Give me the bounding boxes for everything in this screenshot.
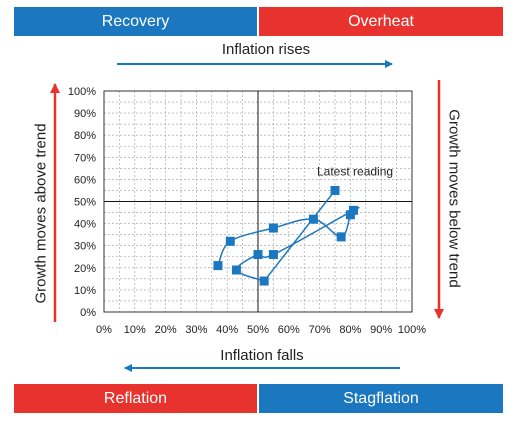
- latest-connector-line: [263, 189, 336, 282]
- data-point: [268, 223, 278, 233]
- x-tick-label: 10%: [124, 324, 146, 336]
- x-tick-label: 40%: [216, 324, 238, 336]
- x-tick-label: 30%: [185, 324, 207, 336]
- y-tick-label: 70%: [74, 152, 96, 164]
- y-tick-label: 40%: [74, 219, 96, 231]
- band-recovery-label: Recovery: [101, 12, 170, 30]
- x-tick-label: 70%: [309, 324, 331, 336]
- band-recovery: Recovery: [14, 7, 257, 36]
- y-tick-label: 80%: [74, 130, 96, 142]
- latest-reading-point: [330, 185, 340, 195]
- x-tick-label: 20%: [155, 324, 177, 336]
- y-tick-label: 10%: [74, 285, 96, 297]
- data-point: [259, 276, 269, 286]
- band-stagflation-label: Stagflation: [343, 389, 419, 407]
- inflation-rises-label: Inflation rises: [221, 41, 311, 58]
- y-tick-label: 60%: [74, 174, 96, 186]
- data-point: [213, 261, 223, 271]
- band-stagflation: Stagflation: [259, 384, 503, 413]
- y-tick-label: 90%: [74, 108, 96, 120]
- y-tick-label: 100%: [68, 86, 96, 98]
- data-point: [253, 250, 263, 260]
- x-tick-label: 90%: [370, 324, 392, 336]
- inflation-falls-label: Inflation falls: [220, 347, 304, 364]
- band-reflation-label: Reflation: [103, 389, 168, 407]
- data-point: [231, 265, 241, 275]
- y-tick-label: 20%: [74, 263, 96, 275]
- x-tick-label: 50%: [247, 324, 269, 336]
- y-tick-label: 30%: [74, 241, 96, 253]
- band-reflation: Reflation: [14, 384, 257, 413]
- data-point: [336, 232, 346, 242]
- data-point: [268, 250, 278, 260]
- data-point: [348, 205, 358, 215]
- band-overheat: Overheat: [259, 7, 503, 36]
- x-tick-label: 100%: [398, 324, 426, 336]
- latest-reading-annotation: Latest reading: [317, 164, 393, 178]
- x-tick-label: 60%: [278, 324, 300, 336]
- y-tick-label: 50%: [74, 197, 96, 209]
- data-point: [225, 236, 235, 246]
- y-tick-label: 0%: [80, 307, 96, 319]
- x-tick-label: 80%: [339, 324, 361, 336]
- x-tick-label: 0%: [96, 324, 112, 336]
- data-point: [308, 214, 318, 224]
- band-overheat-label: Overheat: [348, 12, 414, 30]
